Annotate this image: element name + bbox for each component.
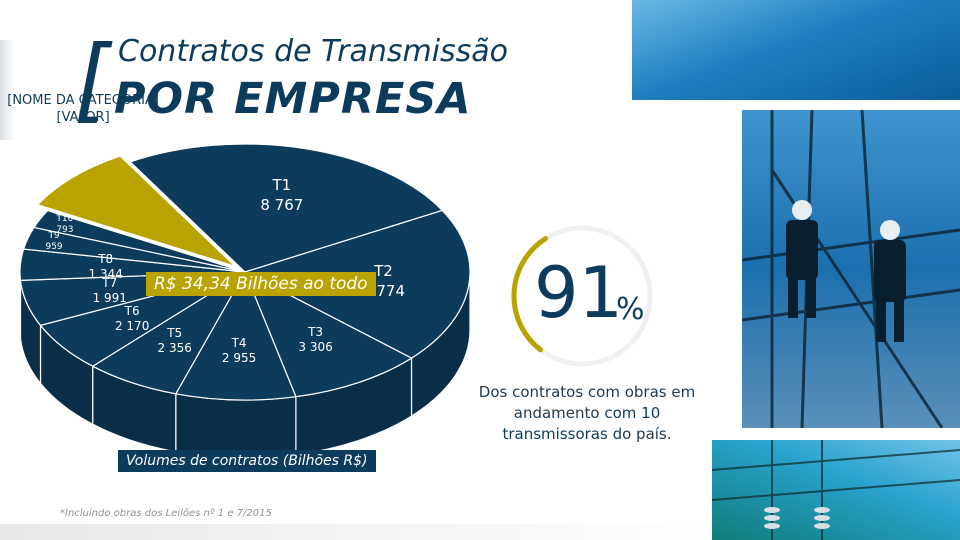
- pie-slice-t9-label: T9 959: [45, 231, 62, 253]
- pie-slice-t7-label-value: 1 991: [92, 291, 127, 306]
- pie-slice-t1-label-name: T1: [272, 176, 292, 195]
- pie-slice-t4: [174, 270, 297, 401]
- stat-description: Dos contratos com obras em andamento com…: [462, 382, 712, 445]
- pie-slice-t10-label: T10 793: [56, 214, 73, 236]
- pie-slice-nome-da-categoria-label: [NOME DA CATEGORIA] [VALOR]: [7, 92, 159, 126]
- pie-slice-nome-da-categoria-label-name: [NOME DA CATEGORIA]: [7, 92, 159, 108]
- left-decorative-rule: [0, 40, 14, 140]
- pie-slice-t9-label-name: T9: [48, 231, 60, 242]
- pie-slice-t3: [243, 270, 413, 398]
- pie-slice-t6-label-value: 2 170: [114, 318, 150, 333]
- pie-slice-t4-side: [175, 393, 297, 459]
- pie-slice-t2-label-name: T2: [374, 262, 393, 281]
- pie-slice-t10-label-value: 793: [56, 225, 74, 236]
- stat-ring-progress: [511, 236, 549, 353]
- footer-strip: [0, 524, 712, 540]
- pie-slice-t6-label: T6 2 170: [115, 304, 149, 334]
- pie-slice-t8-label-name: T8: [98, 252, 114, 267]
- pie-slice-nome-da-categoria: [36, 155, 236, 267]
- photo-sky-top: [632, 0, 960, 100]
- pie-slice-t6-label-name: T6: [124, 303, 140, 318]
- stat-description-highlight1: com 10: [604, 404, 661, 422]
- pie-slice-t8-label-value: 1 344: [88, 267, 123, 282]
- stat-value: 91: [534, 252, 624, 334]
- pie-slice-t4-label-name: T4: [231, 336, 247, 351]
- pie-slice-t4-label: T4 2 955: [222, 336, 256, 366]
- stat-description-highlight2: transmissoras: [502, 425, 608, 443]
- pie-slice-t1: [129, 143, 444, 273]
- pie-slice-nome-da-categoria-label-value: [VALOR]: [56, 109, 110, 125]
- page-title: Contratos de Transmissão: [118, 34, 509, 69]
- pie-slice-t10-label-name: T10: [56, 214, 74, 225]
- pie-slice-t10: [33, 209, 246, 273]
- total-label: R$ 34,34 Bilhões ao todo: [146, 272, 376, 296]
- photo-insulators-bottom: [712, 440, 960, 540]
- pie-slice-t5-label-name: T5: [167, 325, 183, 340]
- title-bracket: [: [74, 26, 110, 133]
- pie-slice-t3-label-name: T3: [308, 325, 324, 340]
- pie-slice-t5-label-value: 2 356: [157, 340, 192, 355]
- pie-slice-t7-label-name: T7: [102, 276, 118, 291]
- page-subtitle: POR EMPRESA: [114, 74, 472, 124]
- stat-unit: %: [616, 292, 645, 327]
- stat-description-part1: Dos contratos com obras em andamento: [478, 383, 696, 422]
- footnote: *Incluindo obras dos Leilões nº 1 e 7/20…: [60, 508, 272, 519]
- pie-slice-t5-label: T5 2 356: [158, 326, 192, 356]
- pie-slice-t3-label: T3 3 306: [298, 325, 332, 355]
- pie-slice-t4-label-value: 2 955: [221, 351, 257, 366]
- pie-slice-t9-label-value: 959: [45, 242, 63, 253]
- chart-caption: Volumes de contratos (Bilhões R$): [118, 450, 376, 472]
- pie-slice-t1-label-value: 8 767: [260, 196, 304, 215]
- pie-slice-t3-label-value: 3 306: [298, 340, 333, 355]
- photo-workers-on-tower: [742, 110, 960, 428]
- pie-slice-t7-label: T7 1 991: [93, 276, 127, 306]
- pie-slice-t8-label: T8 1 344: [89, 252, 123, 282]
- pie-slice-t1-label: T1 8 767: [260, 175, 303, 215]
- stat-description-part2: do país.: [607, 425, 672, 443]
